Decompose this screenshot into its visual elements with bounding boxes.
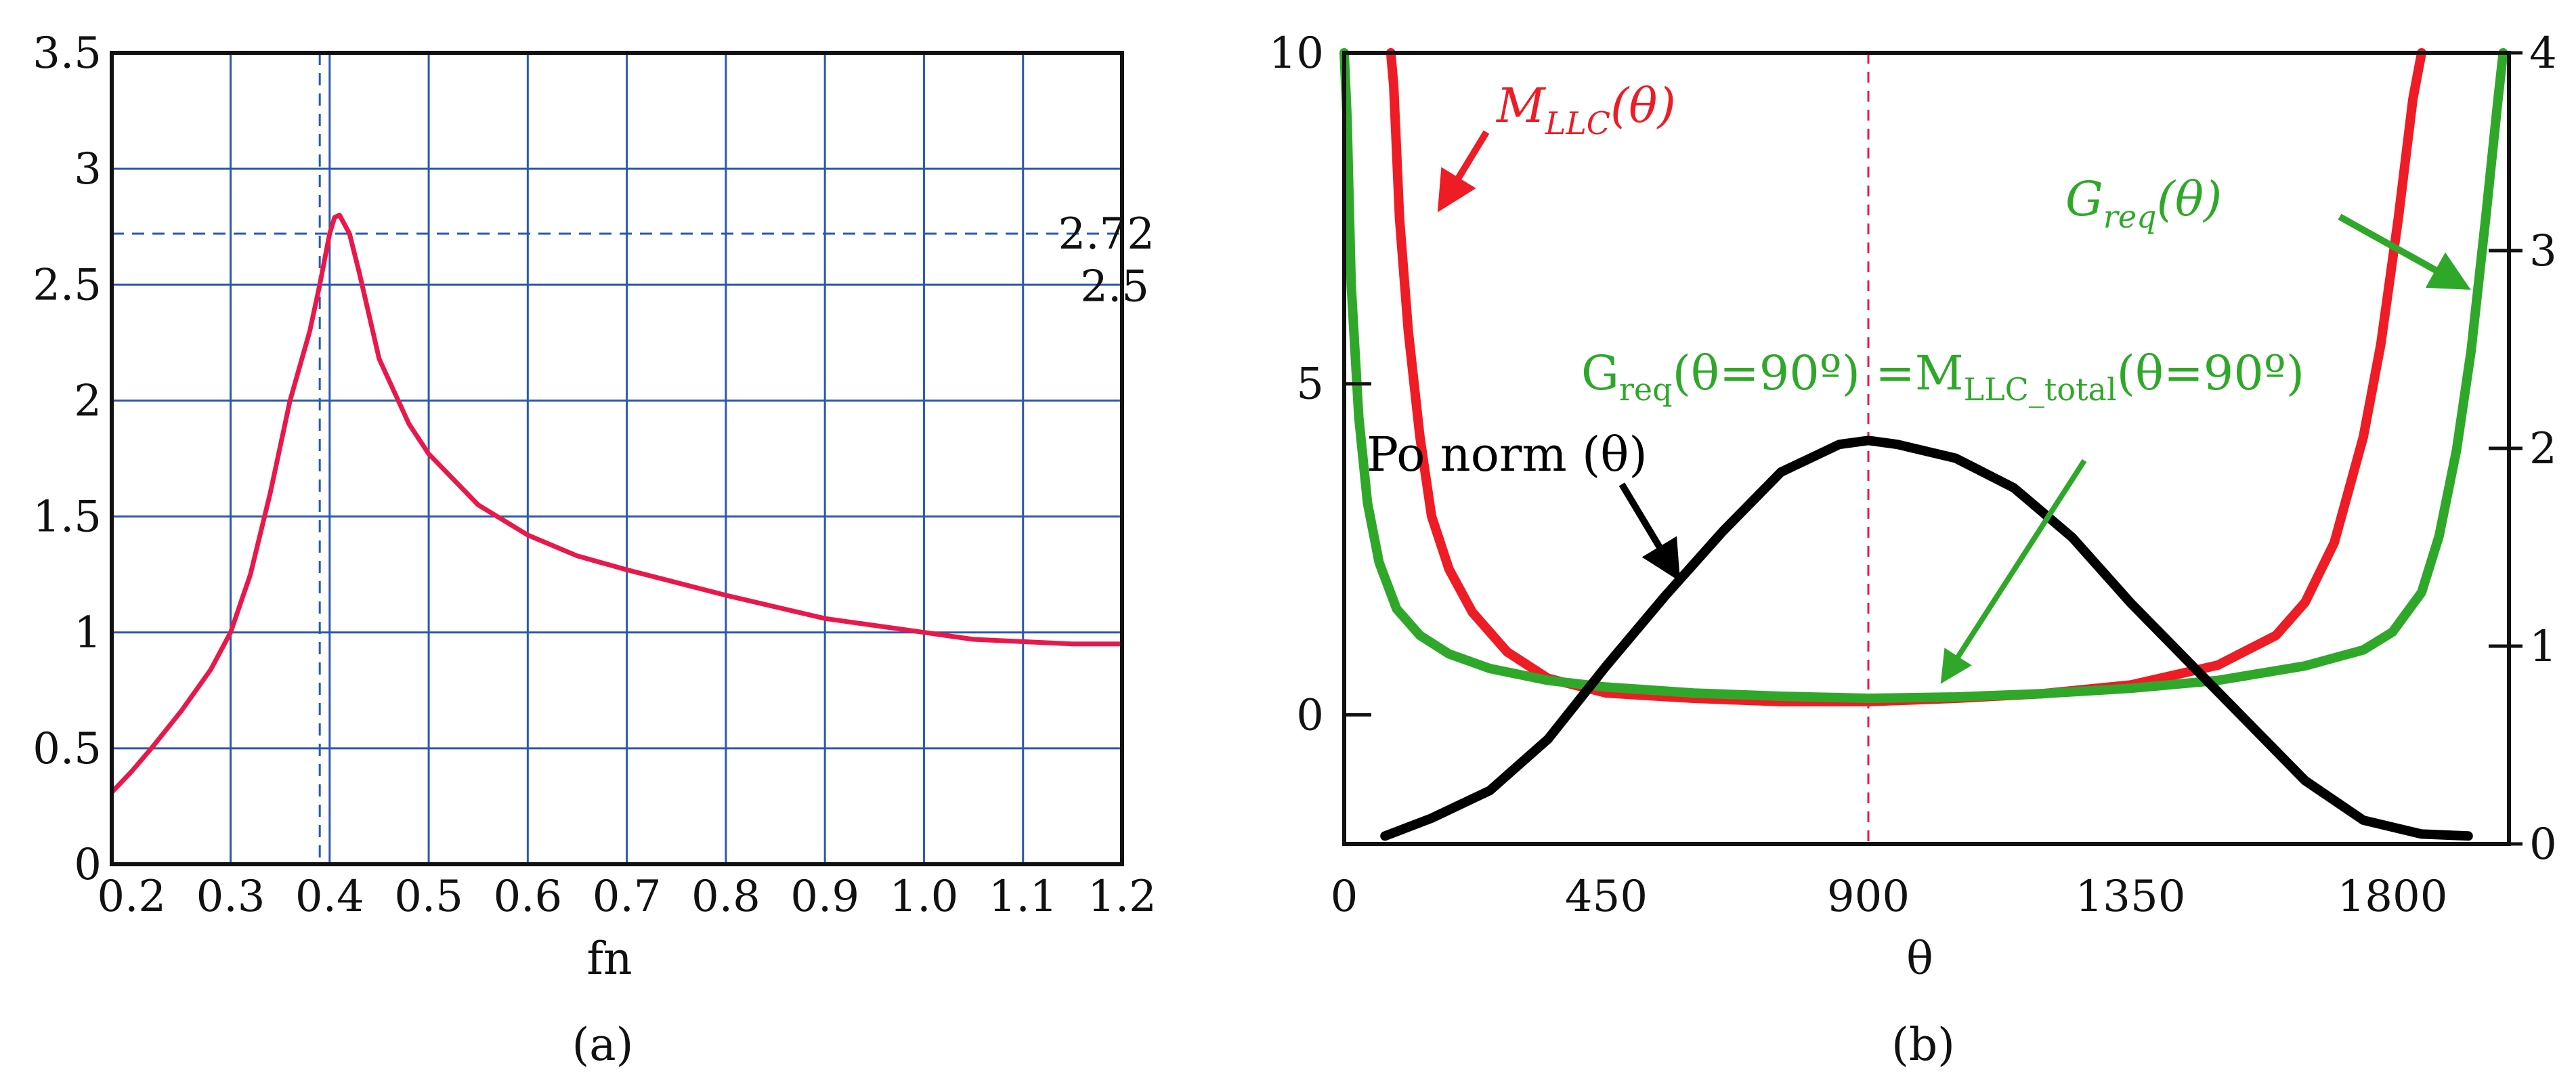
ponorm-arrow <box>1618 482 1681 582</box>
mllc-annotation: MLLC(θ) <box>1495 78 1676 142</box>
y2-tick-label: 1 <box>2529 622 2557 672</box>
y-tick-label: 0.5 <box>33 724 102 774</box>
y-tick-label: 1 <box>74 608 102 658</box>
x-tick-labels: 0 450 900 1350 1800 <box>1331 872 2448 922</box>
plot-frame <box>110 51 1124 866</box>
greq-series-line <box>1339 48 2508 703</box>
x-tick-label: 0.7 <box>593 872 662 922</box>
series-layer <box>1339 48 2508 841</box>
x-tick-label: 450 <box>1565 872 1648 922</box>
x-tick-label: 0.5 <box>394 872 463 922</box>
grid-lines <box>112 53 1122 864</box>
right-y-tick-labels: 0 1 2 3 4 <box>2489 28 2557 870</box>
y2-tick-label: 0 <box>2529 820 2557 870</box>
y2-tick-label: 2 <box>2529 424 2557 474</box>
reference-lines <box>112 53 1122 864</box>
x-tick-labels: 0.2 0.3 0.4 0.5 0.6 0.7 0.8 0.9 1.0 1.1 1.2 <box>97 872 1157 922</box>
x-tick-label: 1.1 <box>989 872 1058 922</box>
chart-panel-a: 0.2 0.3 0.4 0.5 0.6 0.7 0.8 0.9 1.0 1.1 1.2 0 0.5 1 1… <box>33 28 1157 1071</box>
y-tick-label: 0 <box>74 840 102 890</box>
x-tick-label: 0.6 <box>493 872 562 922</box>
greq-arrow <box>2338 213 2471 290</box>
y-tick-label: 2.5 <box>33 260 102 310</box>
value-label-2-5: 2.5 <box>1080 261 1149 312</box>
x-tick-label: 1800 <box>2338 872 2448 922</box>
y-tick-labels: 0 0.5 1 1.5 2 2.5 3 3.5 <box>33 28 102 890</box>
x-tick-label: 1.2 <box>1088 872 1157 922</box>
x-tick-label: 900 <box>1827 872 1910 922</box>
x-tick-label: 0.9 <box>790 872 859 922</box>
x-tick-label: 0.4 <box>295 872 364 922</box>
mllc-arrow <box>1437 130 1490 213</box>
x-tick-label: 1350 <box>2076 872 2186 922</box>
y-tick-label: 1.5 <box>33 492 102 543</box>
y-tick-label: 0 <box>1296 690 1324 740</box>
greq-annotation: Greq(θ) <box>2065 171 2222 235</box>
y-tick-label: 2 <box>74 376 102 426</box>
x-tick-label: 0 <box>1331 872 1358 922</box>
y-tick-label: 3 <box>74 144 102 194</box>
y-tick-label: 5 <box>1296 360 1324 410</box>
x-tick-label: 1.0 <box>890 872 959 922</box>
value-label-2-72: 2.72 <box>1058 209 1155 259</box>
y2-tick-label: 4 <box>2529 28 2557 79</box>
y-tick-label: 3.5 <box>33 28 102 79</box>
x-axis-label: fn <box>587 933 632 985</box>
panel-label-a: (a) <box>572 1019 634 1071</box>
chart-panel-b: 0 450 900 1350 1800 0 5 10 0 1 2 3 4 θ (b) MLLC(θ)… <box>1269 28 2557 1071</box>
ponorm-annotation: Po norm (θ) <box>1367 427 1648 482</box>
x-tick-label: 0.2 <box>97 872 166 922</box>
left-y-tick-labels: 0 5 10 <box>1269 28 1371 740</box>
x-axis-label: θ <box>1906 933 1933 985</box>
x-tick-label: 0.8 <box>691 872 760 922</box>
series-layer <box>110 213 1122 794</box>
ponorm-series-line <box>1380 436 2473 841</box>
series-line <box>110 213 1122 794</box>
panel-label-b: (b) <box>1891 1019 1955 1071</box>
y-tick-label: 10 <box>1269 28 1324 79</box>
greq90-arrow <box>1940 459 2087 684</box>
x-tick-label: 0.3 <box>196 872 265 922</box>
greq90-annotation: Greq(θ=90º) =MLLC_total(θ=90º) <box>1581 345 2304 408</box>
y2-tick-label: 3 <box>2529 226 2557 276</box>
